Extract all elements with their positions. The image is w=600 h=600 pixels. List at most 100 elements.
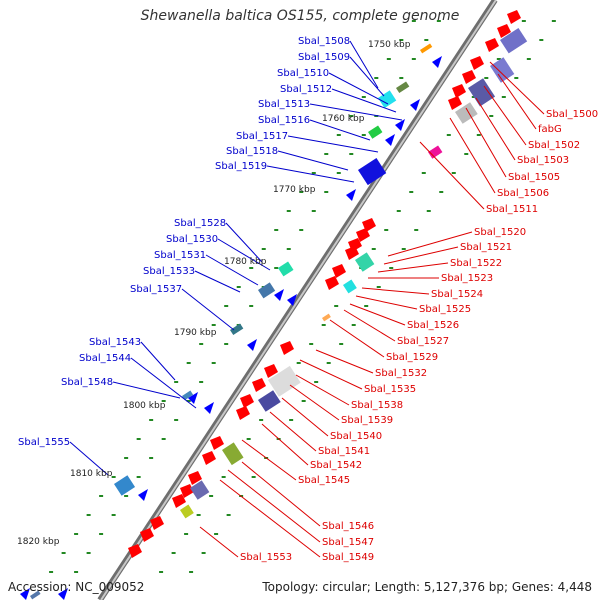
- gene-label-left: Sbal_1555: [18, 437, 70, 448]
- gene-arrow: [210, 436, 224, 450]
- track-dot: [321, 324, 326, 326]
- track-dot: [261, 248, 266, 250]
- gene-block: [181, 390, 194, 401]
- track-dot: [136, 438, 141, 440]
- gene-label-right: Sbal_1502: [528, 140, 580, 151]
- track-dot: [349, 115, 354, 117]
- track-dot: [336, 134, 341, 136]
- leader-line: [199, 526, 239, 558]
- gene-block: [396, 81, 410, 94]
- gene-arrow: [274, 289, 284, 301]
- gene-arrow: [448, 96, 462, 110]
- leader-line: [343, 309, 396, 342]
- track-dot: [159, 571, 164, 573]
- track-dot: [551, 20, 556, 22]
- gene-arrow: [497, 24, 511, 38]
- gene-arrow: [236, 406, 250, 420]
- gene-block: [257, 282, 276, 299]
- track-dot: [421, 172, 426, 174]
- gene-label-left: Sbal_1517: [236, 131, 288, 142]
- track-dot: [501, 96, 506, 98]
- track-dot: [211, 362, 216, 364]
- track-dot: [484, 77, 489, 79]
- gene-arrow: [485, 38, 499, 52]
- gene-arrow: [325, 276, 339, 290]
- track-dot: [49, 571, 54, 573]
- track-dot: [186, 362, 191, 364]
- track-dot: [311, 210, 316, 212]
- leader-line: [269, 411, 317, 452]
- gene-label-left: Sbal_1530: [166, 234, 218, 245]
- track-dot: [399, 39, 404, 41]
- gene-block: [468, 78, 496, 107]
- gene-block: [455, 102, 478, 124]
- track-dot: [171, 552, 176, 554]
- gene-block: [428, 145, 443, 159]
- tick-label: 1750 kbp: [368, 40, 411, 50]
- gene-arrow: [395, 119, 405, 131]
- gene-label-left: Sbal_1548: [61, 377, 113, 388]
- gene-arrow: [128, 544, 142, 558]
- gene-label-right: Sbal_1547: [322, 537, 374, 548]
- gene-label-right: Sbal_1549: [322, 552, 374, 563]
- gene-label-right: Sbal_1500: [546, 109, 598, 120]
- leader-line: [194, 270, 241, 293]
- tick-label: 1770 kbp: [273, 185, 316, 195]
- gene-arrow: [362, 218, 376, 232]
- track-dot: [224, 343, 229, 345]
- track-dot: [296, 362, 301, 364]
- leader-line: [130, 357, 197, 409]
- gene-block: [221, 442, 244, 466]
- gene-label-right: Sbal_1535: [364, 384, 416, 395]
- track-dot: [464, 153, 469, 155]
- gene-arrow: [410, 99, 420, 111]
- gene-label-right: Sbal_1532: [375, 368, 427, 379]
- track-dot: [214, 533, 219, 535]
- gene-label-right: Sbal_1553: [240, 552, 292, 563]
- tick-label: 1760 kbp: [322, 114, 365, 124]
- track-dot: [414, 229, 419, 231]
- gene-label-right: Sbal_1526: [407, 320, 459, 331]
- gene-arrow: [346, 189, 356, 201]
- track-dot: [411, 58, 416, 60]
- map-title: Shewanella baltica OS155, complete genom…: [140, 8, 460, 24]
- gene-block: [343, 279, 357, 294]
- track-dot: [526, 58, 531, 60]
- track-dot: [189, 571, 194, 573]
- track-dot: [199, 343, 204, 345]
- gene-label-right: fabG: [538, 124, 562, 135]
- leader-line: [309, 103, 403, 121]
- gene-label-right: Sbal_1540: [330, 431, 382, 442]
- leader-line: [349, 40, 379, 89]
- track-dot: [361, 96, 366, 98]
- gene-label-right: Sbal_1506: [497, 188, 549, 199]
- gene-block: [489, 57, 515, 83]
- gene-label-left: Sbal_1516: [258, 115, 310, 126]
- track-dot: [274, 229, 279, 231]
- leader-line: [277, 150, 349, 171]
- leader-line: [205, 254, 259, 286]
- track-dot: [539, 39, 544, 41]
- gene-block: [114, 475, 136, 496]
- track-dot: [376, 286, 381, 288]
- gene-labels: Sbal_1508 Sbal_1509 Sbal_1510 Sbal_1512 Sbal…: [18, 36, 598, 563]
- track-dot: [186, 400, 191, 402]
- track-dot: [86, 514, 91, 516]
- track-dot: [476, 134, 481, 136]
- gene-block: [230, 323, 244, 336]
- track-dot: [489, 115, 494, 117]
- track-dot: [161, 438, 166, 440]
- gene-arrow: [452, 84, 466, 98]
- track-dot: [439, 191, 444, 193]
- gene-block: [278, 261, 294, 277]
- track-dot: [311, 172, 316, 174]
- track-dot: [209, 495, 214, 497]
- tick-label: 1780 kbp: [224, 257, 267, 267]
- gene-label-right: Sbal_1503: [517, 155, 569, 166]
- gene-label-right: Sbal_1522: [450, 258, 502, 269]
- track-dot: [211, 324, 216, 326]
- leader-line: [299, 359, 363, 390]
- gene-label-right: Sbal_1527: [397, 336, 449, 347]
- track-dot: [161, 400, 166, 402]
